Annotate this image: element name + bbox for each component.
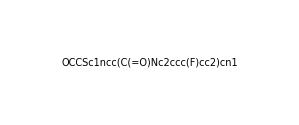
Text: OCCSc1ncc(C(=O)Nc2ccc(F)cc2)cn1: OCCSc1ncc(C(=O)Nc2ccc(F)cc2)cn1 — [61, 58, 238, 68]
